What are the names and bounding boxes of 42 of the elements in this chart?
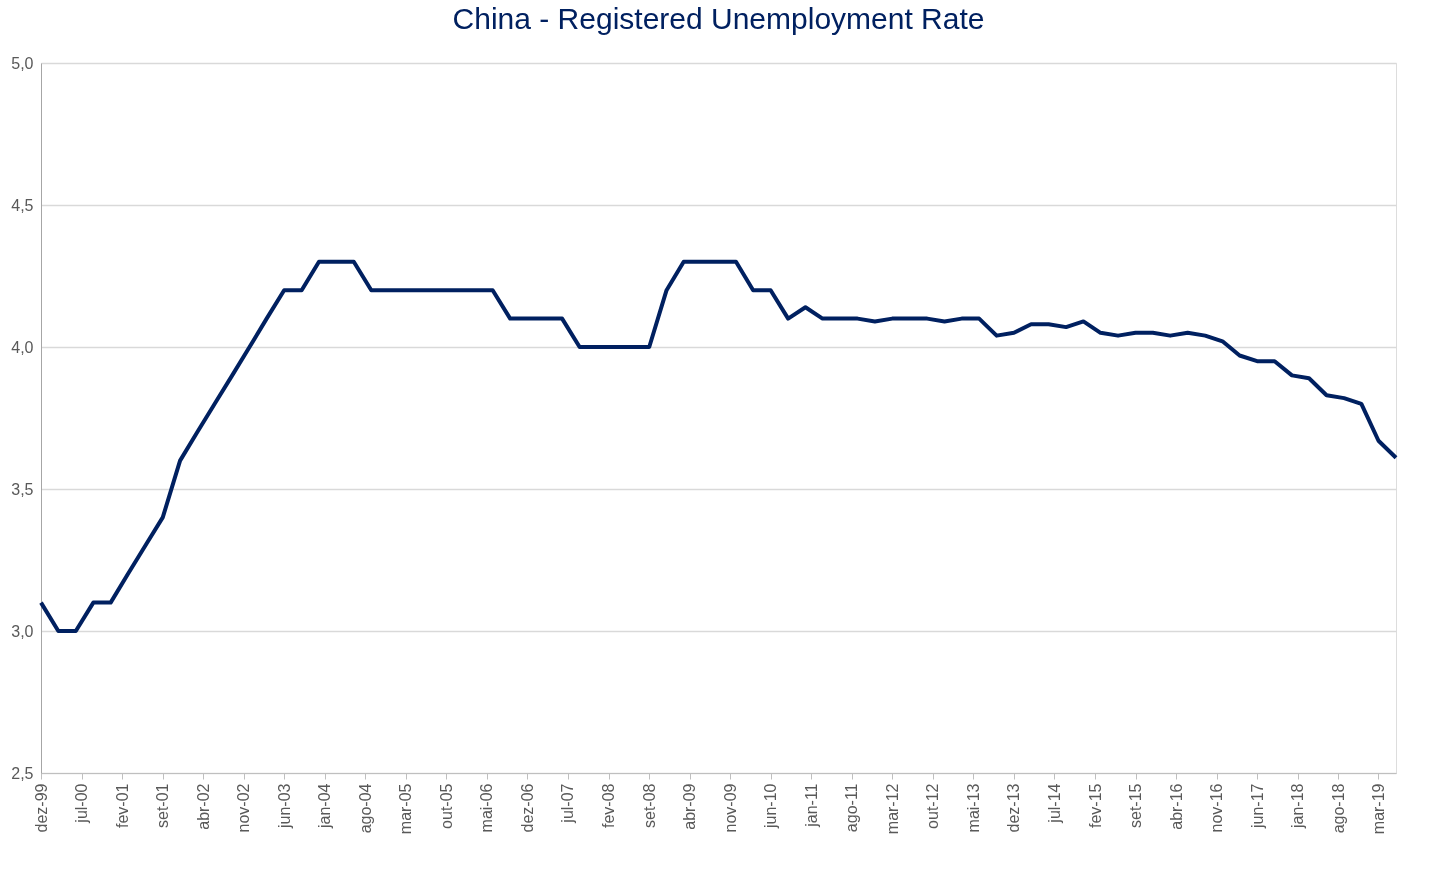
x-tick-label: dez-99 [32, 783, 50, 833]
x-tick-label: nov-16 [1208, 783, 1226, 833]
y-tick-label: 3,5 [11, 480, 34, 498]
y-tick-label: 5,0 [11, 54, 34, 72]
x-tick-label: mar-12 [883, 783, 901, 835]
x-tick-label: abr-16 [1167, 783, 1185, 830]
x-tick-label: mai-06 [478, 783, 496, 833]
x-tick-label: out-12 [924, 783, 942, 829]
x-tick-label: jun-17 [1248, 783, 1266, 829]
x-tick-label: dez-13 [1005, 783, 1023, 833]
x-tick-label: set-01 [154, 783, 172, 828]
x-tick-label: jul-14 [1045, 783, 1063, 824]
y-tick-label: 2,5 [11, 764, 34, 782]
y-tick-label: 4,0 [11, 338, 34, 356]
y-tick-label: 3,0 [11, 622, 34, 640]
x-tick-label: dez-06 [518, 783, 536, 833]
x-tick-label: nov-02 [235, 783, 253, 833]
x-tick-label: out-05 [437, 783, 455, 829]
x-tick-label: abr-02 [194, 783, 212, 830]
x-tick-label: ago-18 [1329, 783, 1347, 834]
x-tick-label: mar-19 [1370, 783, 1387, 835]
x-tick-label: mar-05 [397, 783, 415, 835]
x-tick-label: jan-11 [802, 783, 820, 828]
x-tick-label: fev-15 [1086, 783, 1104, 828]
x-tick-label: fev-08 [600, 783, 618, 828]
x-tick-label: mai-13 [964, 783, 982, 833]
line-series [39, 259, 1398, 633]
x-tick-label: abr-09 [681, 783, 699, 830]
x-tick-label: jul-00 [73, 783, 91, 824]
y-tick-label: 4,5 [11, 196, 34, 214]
x-tick-label: ago-04 [356, 783, 374, 834]
x-tick-label: set-15 [1127, 783, 1145, 828]
x-tick-label: ago-11 [843, 783, 861, 833]
x-tick-label: jul-07 [559, 783, 577, 824]
x-tick-label: jan-04 [316, 783, 334, 829]
x-tick-label: jun-10 [762, 783, 780, 829]
x-tick-label: fev-01 [113, 783, 131, 828]
x-tick-label: jan-18 [1289, 783, 1307, 829]
x-tick-label: set-08 [640, 783, 658, 828]
chart-title: China - Registered Unemployment Rate [452, 2, 985, 35]
x-tick-label: nov-09 [721, 783, 739, 833]
x-tick-label: jun-03 [275, 783, 293, 829]
